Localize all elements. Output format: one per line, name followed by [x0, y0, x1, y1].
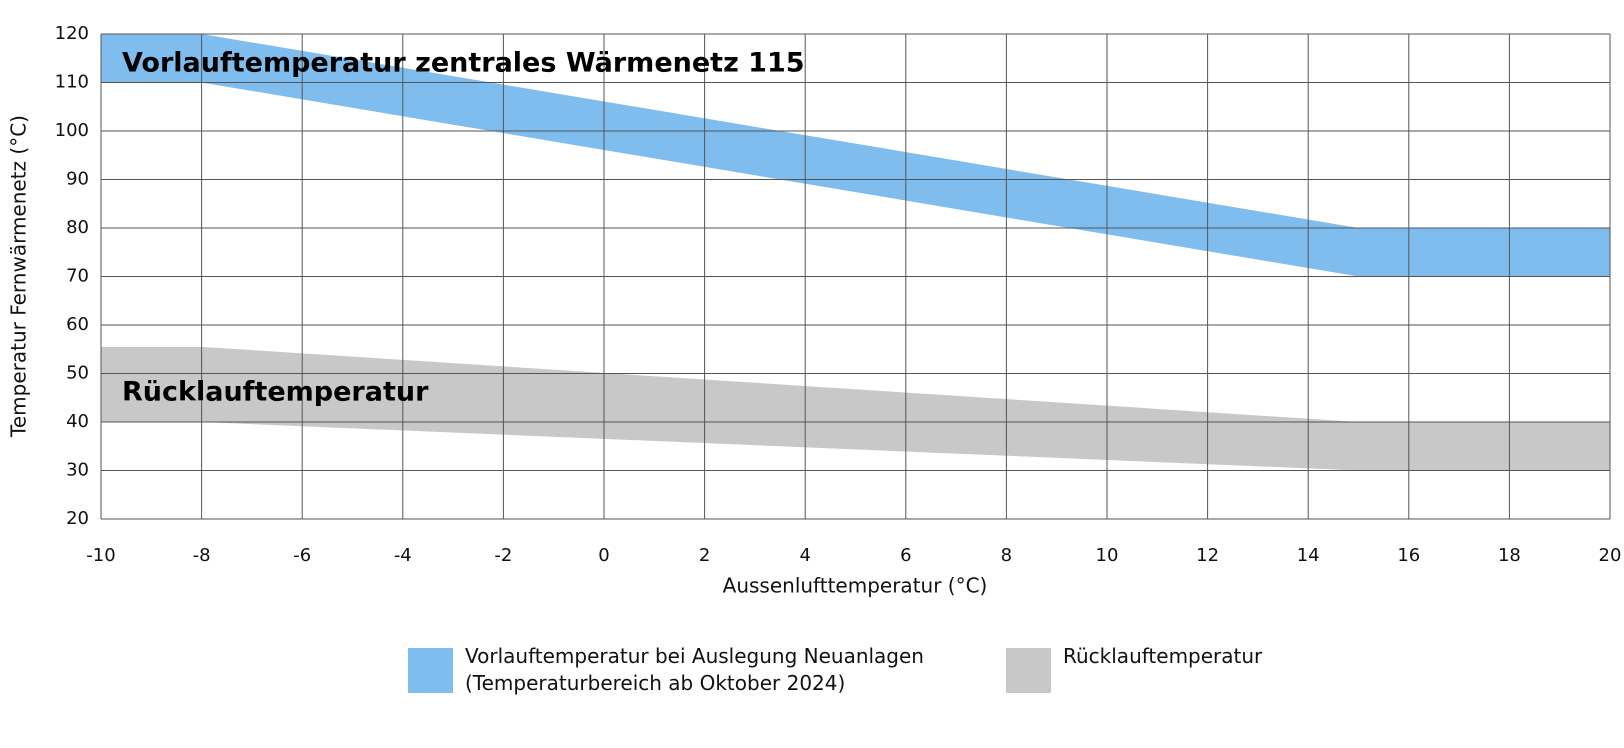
y-tick-label: 70 [66, 266, 89, 287]
y-tick-label: 40 [66, 411, 89, 432]
band [101, 346, 1610, 471]
y-tick-label: 110 [55, 72, 89, 93]
y-tick-label: 60 [66, 314, 89, 335]
legend-swatch [1006, 648, 1051, 693]
legend-item: Vorlauftemperatur bei Auslegung Neuanlag… [408, 644, 924, 697]
legend-item: Rücklauftemperatur [1006, 644, 1262, 693]
x-tick-label: 2 [699, 545, 710, 566]
y-tick-label: 20 [66, 508, 89, 529]
x-tick-label: 16 [1397, 545, 1420, 566]
x-tick-label: 20 [1599, 545, 1622, 566]
x-tick-label: 6 [900, 545, 911, 566]
y-tick-label: 30 [66, 460, 89, 481]
annotation: Vorlauftemperatur zentrales Wärmenetz 11… [122, 48, 805, 79]
y-tick-label: 90 [66, 169, 89, 190]
legend-label: Rücklauftemperatur [1063, 644, 1263, 668]
x-tick-label: 8 [1001, 545, 1012, 566]
x-tick-label: 4 [799, 545, 810, 566]
x-tick-label: 10 [1096, 545, 1119, 566]
band [101, 34, 1610, 277]
legend-swatch [408, 648, 453, 693]
x-tick-label: 12 [1196, 545, 1219, 566]
x-tick-label: -2 [494, 545, 512, 566]
y-axis-label: Temperatur Fernwärmenetz (°C) [7, 115, 31, 438]
x-tick-label: 0 [598, 545, 609, 566]
x-tick-label: 14 [1297, 545, 1320, 566]
y-tick-label: 50 [66, 363, 89, 384]
x-tick-label: -6 [293, 545, 311, 566]
y-tick-label: 120 [55, 23, 89, 44]
x-tick-label: 18 [1498, 545, 1521, 566]
y-tick-label: 100 [55, 120, 89, 141]
annotation: Rücklauftemperatur [122, 377, 429, 408]
legend-label: Vorlauftemperatur bei Auslegung Neuanlag… [465, 644, 924, 695]
x-axis-label: Aussenlufttemperatur (°C) [723, 574, 988, 598]
x-tick-label: -10 [86, 545, 115, 566]
y-tick-label: 80 [66, 217, 89, 238]
x-tick-label: -8 [193, 545, 211, 566]
x-tick-label: -4 [394, 545, 412, 566]
